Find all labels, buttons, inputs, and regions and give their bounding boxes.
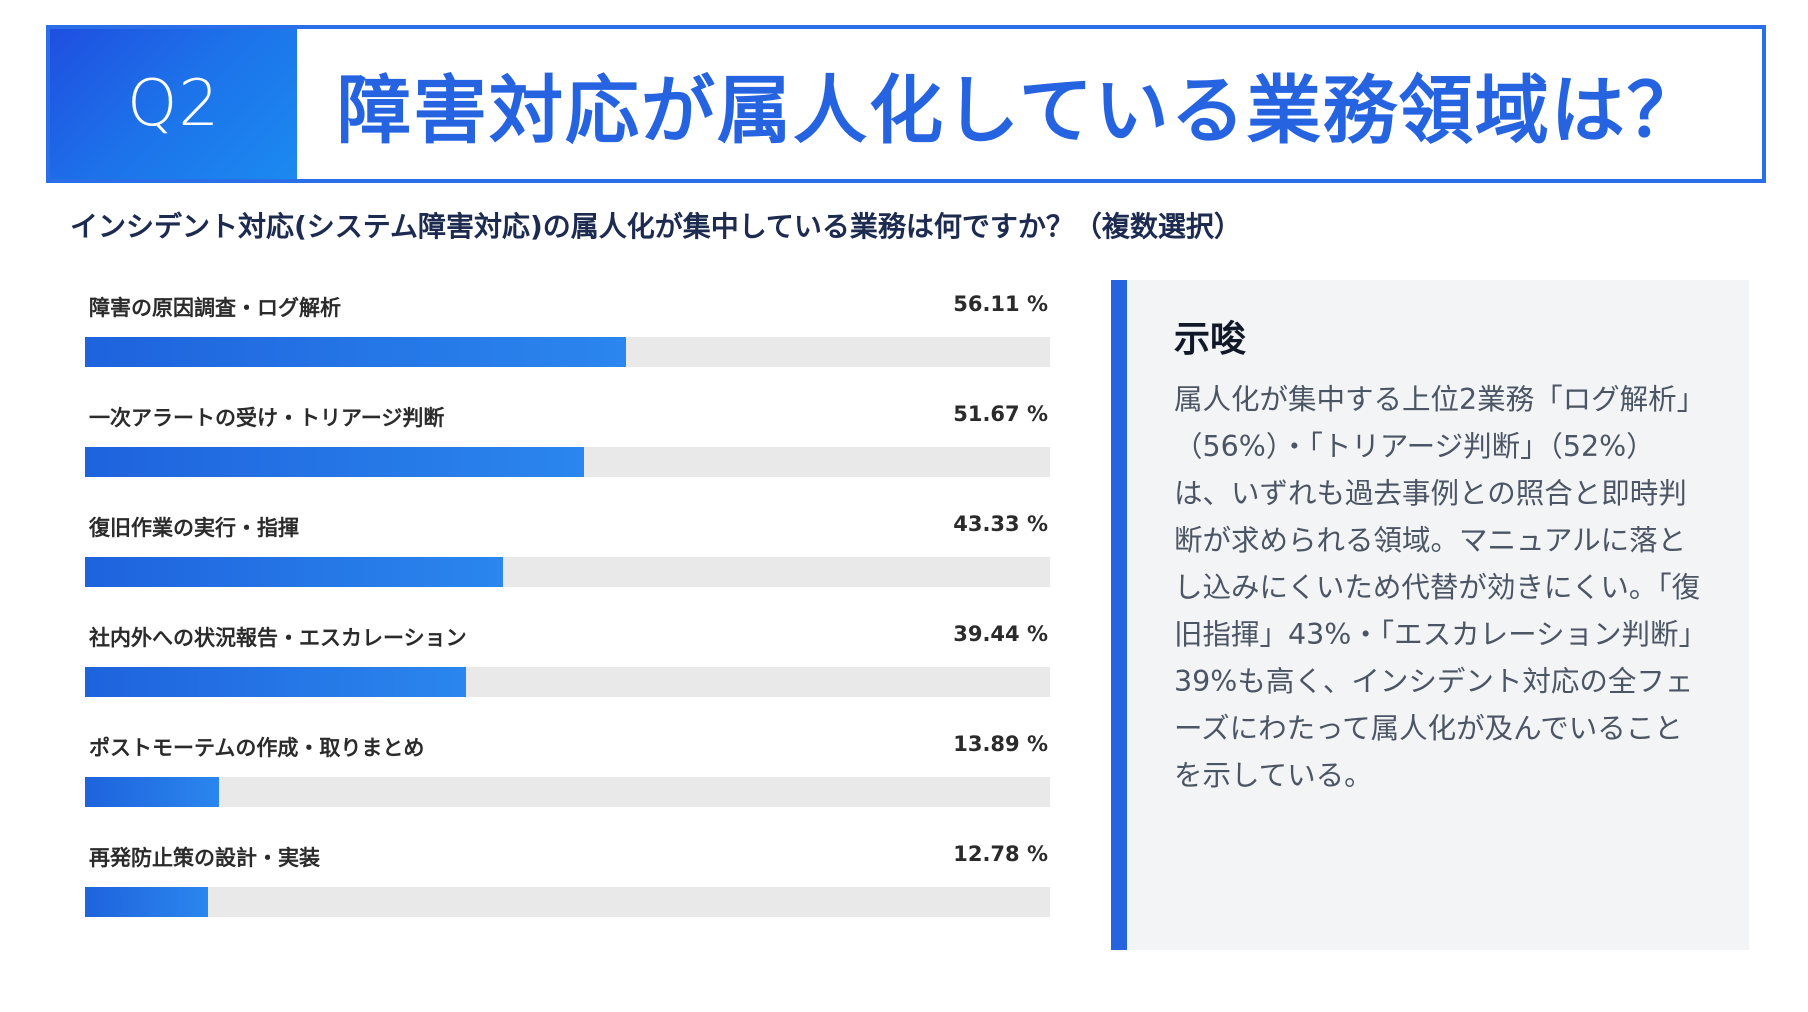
bar-track <box>85 337 1050 367</box>
bar-row: 社内外への状況報告・エスカレーション 39.44 % <box>85 622 1050 722</box>
bar <box>85 667 466 697</box>
bar-chart: 障害の原因調査・ログ解析 56.11 % 一次アラートの受け・トリアージ判断 51.6… <box>85 292 1050 952</box>
question-subtitle: インシデント対応(システム障害対応)の属人化が集中している業務は何ですか？（複数… <box>70 210 1242 243</box>
insight-panel: 示唆 属人化が集中する上位2業務「ログ解析」（56%）・「トリアージ判断」（52… <box>1111 280 1749 950</box>
bar-row: 復旧作業の実行・指揮 43.33 % <box>85 512 1050 612</box>
bar-row: 一次アラートの受け・トリアージ判断 51.67 % <box>85 402 1050 502</box>
bar-value-label: 39.44 % <box>953 622 1048 646</box>
bar-track <box>85 667 1050 697</box>
bar-category-label: 社内外への状況報告・エスカレーション <box>89 626 467 650</box>
bar-row: ポストモーテムの作成・取りまとめ 13.89 % <box>85 732 1050 832</box>
bar-value-label: 13.89 % <box>953 732 1048 756</box>
header-banner: Q2 障害対応が属人化している業務領域は？ <box>46 25 1766 183</box>
bar <box>85 557 503 587</box>
bar-category-label: 再発防止策の設計・実装 <box>89 846 320 870</box>
bar-category-label: 復旧作業の実行・指揮 <box>89 516 299 540</box>
question-number-box: Q2 <box>50 29 297 179</box>
page-title: 障害対応が属人化している業務領域は？ <box>337 67 1703 154</box>
bar-value-label: 51.67 % <box>953 402 1048 426</box>
bar <box>85 337 626 367</box>
bar <box>85 447 584 477</box>
bar-value-label: 43.33 % <box>953 512 1048 536</box>
bar <box>85 777 219 807</box>
bar-track <box>85 887 1050 917</box>
bar-track <box>85 557 1050 587</box>
bar-track <box>85 777 1050 807</box>
bar-category-label: 障害の原因調査・ログ解析 <box>89 296 341 320</box>
bar-value-label: 56.11 % <box>953 292 1048 316</box>
bar-value-label: 12.78 % <box>953 842 1048 866</box>
bar-track <box>85 447 1050 477</box>
insight-heading: 示唆 <box>1174 319 1247 360</box>
question-number: Q2 <box>126 67 221 141</box>
bar <box>85 887 208 917</box>
bar-category-label: 一次アラートの受け・トリアージ判断 <box>89 406 445 430</box>
bar-row: 障害の原因調査・ログ解析 56.11 % <box>85 292 1050 392</box>
insight-body: 属人化が集中する上位2業務「ログ解析」（56%）・「トリアージ判断」（52%）は… <box>1174 383 1708 792</box>
bar-row: 再発防止策の設計・実装 12.78 % <box>85 842 1050 942</box>
bar-category-label: ポストモーテムの作成・取りまとめ <box>89 736 425 760</box>
